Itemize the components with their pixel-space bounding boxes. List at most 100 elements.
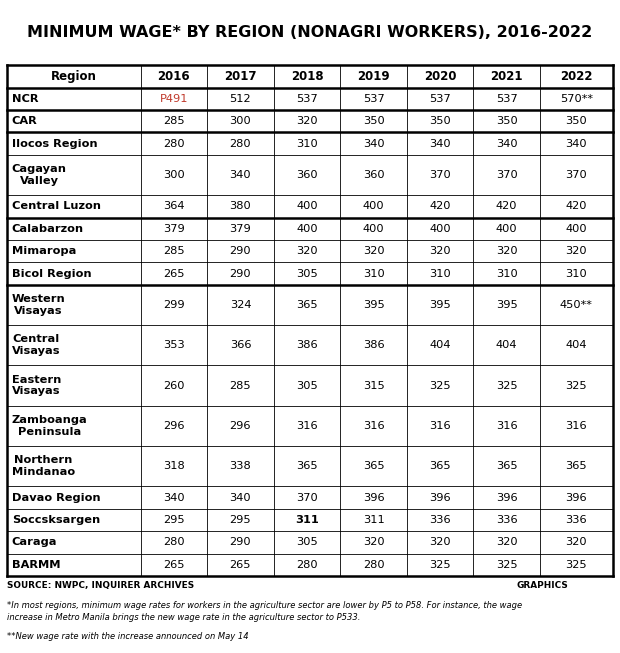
Text: Central Luzon: Central Luzon bbox=[12, 201, 101, 212]
Text: 315: 315 bbox=[363, 381, 384, 390]
Text: 386: 386 bbox=[363, 340, 384, 350]
Text: 300: 300 bbox=[229, 116, 251, 126]
Text: 311: 311 bbox=[363, 515, 384, 525]
Text: 379: 379 bbox=[229, 224, 251, 234]
Text: 285: 285 bbox=[163, 116, 185, 126]
Text: 400: 400 bbox=[363, 224, 384, 234]
Text: 537: 537 bbox=[296, 94, 318, 104]
Text: 310: 310 bbox=[363, 268, 384, 279]
Text: 395: 395 bbox=[496, 300, 518, 310]
Text: 265: 265 bbox=[163, 560, 185, 570]
Text: 265: 265 bbox=[229, 560, 251, 570]
Text: Zamboanga
Peninsula: Zamboanga Peninsula bbox=[12, 415, 87, 437]
Text: 310: 310 bbox=[296, 138, 318, 149]
Text: 2020: 2020 bbox=[424, 70, 456, 83]
Text: 400: 400 bbox=[296, 224, 318, 234]
Text: 320: 320 bbox=[565, 537, 587, 547]
Text: 512: 512 bbox=[229, 94, 251, 104]
Text: 325: 325 bbox=[496, 381, 518, 390]
Text: P491: P491 bbox=[159, 94, 188, 104]
Text: 320: 320 bbox=[429, 537, 451, 547]
Text: 365: 365 bbox=[363, 461, 384, 471]
Text: 280: 280 bbox=[296, 560, 318, 570]
Text: 370: 370 bbox=[496, 170, 518, 180]
Text: 310: 310 bbox=[565, 268, 587, 279]
Text: 316: 316 bbox=[565, 421, 587, 431]
Text: 365: 365 bbox=[429, 461, 451, 471]
Text: 364: 364 bbox=[163, 201, 185, 212]
Text: Western
Visayas: Western Visayas bbox=[12, 294, 66, 316]
Text: 336: 336 bbox=[565, 515, 587, 525]
Text: 311: 311 bbox=[295, 515, 319, 525]
Text: 404: 404 bbox=[565, 340, 587, 350]
Text: 2017: 2017 bbox=[224, 70, 257, 83]
Text: 395: 395 bbox=[429, 300, 451, 310]
Text: 324: 324 bbox=[229, 300, 251, 310]
Text: 420: 420 bbox=[565, 201, 587, 212]
Text: 2019: 2019 bbox=[357, 70, 390, 83]
Text: 400: 400 bbox=[363, 201, 384, 212]
Text: CAR: CAR bbox=[12, 116, 38, 126]
Text: 370: 370 bbox=[429, 170, 451, 180]
Text: *In most regions, minimum wage rates for workers in the agriculture sector are l: *In most regions, minimum wage rates for… bbox=[7, 601, 523, 622]
Text: 365: 365 bbox=[296, 461, 318, 471]
Text: 290: 290 bbox=[229, 246, 251, 256]
Text: 360: 360 bbox=[363, 170, 384, 180]
Text: 396: 396 bbox=[363, 492, 384, 503]
Text: 299: 299 bbox=[163, 300, 185, 310]
Text: 320: 320 bbox=[296, 246, 318, 256]
Text: 280: 280 bbox=[163, 537, 185, 547]
Text: 316: 316 bbox=[296, 421, 318, 431]
Text: 340: 340 bbox=[496, 138, 518, 149]
Text: 325: 325 bbox=[429, 560, 451, 570]
Text: 340: 340 bbox=[429, 138, 451, 149]
Text: 360: 360 bbox=[296, 170, 318, 180]
Text: 365: 365 bbox=[565, 461, 587, 471]
Text: 300: 300 bbox=[163, 170, 185, 180]
Text: 353: 353 bbox=[163, 340, 185, 350]
Text: 295: 295 bbox=[229, 515, 251, 525]
Text: 340: 340 bbox=[565, 138, 587, 149]
Text: 537: 537 bbox=[429, 94, 451, 104]
Text: 340: 340 bbox=[229, 170, 251, 180]
Text: 340: 340 bbox=[363, 138, 384, 149]
Text: Davao Region: Davao Region bbox=[12, 492, 100, 503]
Text: 320: 320 bbox=[565, 246, 587, 256]
Text: 396: 396 bbox=[429, 492, 451, 503]
Text: 350: 350 bbox=[496, 116, 518, 126]
Text: 404: 404 bbox=[496, 340, 518, 350]
Text: 310: 310 bbox=[496, 268, 518, 279]
Text: 379: 379 bbox=[163, 224, 185, 234]
Text: 325: 325 bbox=[496, 560, 518, 570]
Text: Central
Visayas: Central Visayas bbox=[12, 334, 60, 356]
Text: Cagayan
Valley: Cagayan Valley bbox=[12, 165, 67, 186]
Text: GRAPHICS: GRAPHICS bbox=[516, 581, 568, 590]
Text: 450**: 450** bbox=[560, 300, 593, 310]
Text: 285: 285 bbox=[229, 381, 251, 390]
Text: INQ: INQ bbox=[485, 586, 506, 596]
Text: 338: 338 bbox=[229, 461, 251, 471]
Text: 316: 316 bbox=[496, 421, 518, 431]
Text: 336: 336 bbox=[496, 515, 518, 525]
Text: 285: 285 bbox=[163, 246, 185, 256]
Text: 404: 404 bbox=[430, 340, 451, 350]
Text: 400: 400 bbox=[296, 201, 318, 212]
Text: 386: 386 bbox=[296, 340, 318, 350]
Text: 340: 340 bbox=[229, 492, 251, 503]
Text: 305: 305 bbox=[296, 268, 318, 279]
Text: 320: 320 bbox=[363, 537, 384, 547]
Text: 570**: 570** bbox=[560, 94, 593, 104]
Text: 400: 400 bbox=[496, 224, 518, 234]
Text: 280: 280 bbox=[163, 138, 185, 149]
Text: 2018: 2018 bbox=[291, 70, 323, 83]
Text: 340: 340 bbox=[163, 492, 185, 503]
Text: 280: 280 bbox=[363, 560, 384, 570]
Text: 316: 316 bbox=[363, 421, 384, 431]
Text: 400: 400 bbox=[429, 224, 451, 234]
Text: Bicol Region: Bicol Region bbox=[12, 268, 91, 279]
Text: 296: 296 bbox=[163, 421, 185, 431]
Text: 320: 320 bbox=[496, 537, 518, 547]
Text: 350: 350 bbox=[363, 116, 384, 126]
Text: 280: 280 bbox=[229, 138, 251, 149]
Text: 366: 366 bbox=[229, 340, 251, 350]
